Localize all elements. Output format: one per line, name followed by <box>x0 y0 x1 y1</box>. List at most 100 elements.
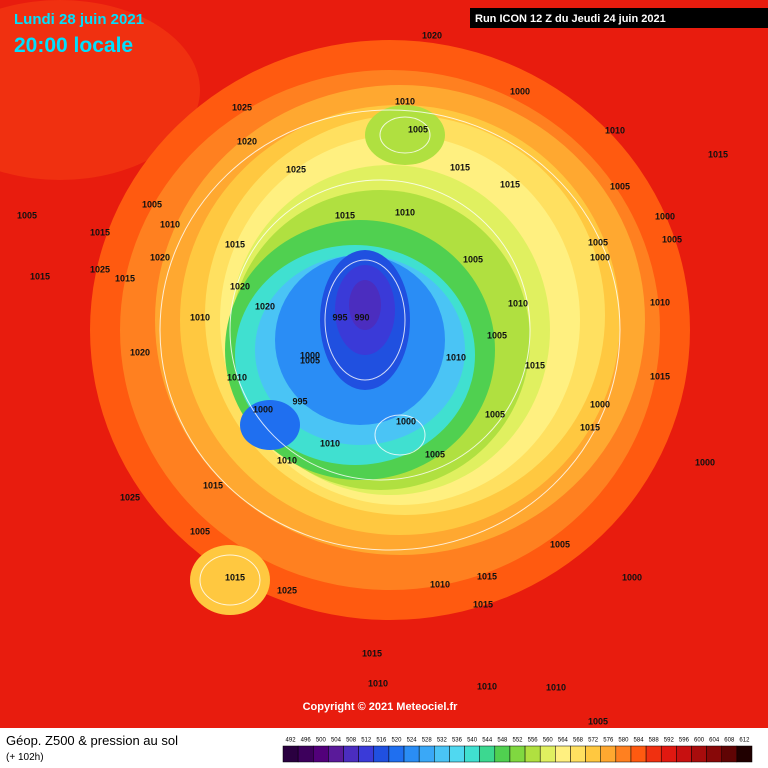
isobar-label: 1005 <box>487 330 507 340</box>
scale-swatch <box>282 745 299 763</box>
scale-swatch <box>328 745 344 763</box>
isobar-label: 1005 <box>550 539 570 549</box>
isobars <box>159 109 621 606</box>
isobar-label: 1010 <box>190 312 210 322</box>
isobar-label: 1000 <box>655 211 675 221</box>
scale-swatch <box>388 745 405 763</box>
scale-swatch <box>600 745 617 763</box>
isobar-label: 1005 <box>17 210 37 220</box>
isobar-label: 1005 <box>408 124 428 134</box>
scale-label: 576 <box>603 738 614 744</box>
isobar-label: 1010 <box>446 352 466 362</box>
isobar-label: 1015 <box>30 271 50 281</box>
isobar-label: 1000 <box>253 404 273 414</box>
run-box <box>470 8 768 28</box>
isobar-label: 1010 <box>368 678 388 688</box>
isobar-label: 1000 <box>396 416 416 426</box>
isobar-label: 1005 <box>610 181 630 191</box>
isobar-label: 1010 <box>430 579 450 589</box>
scale-swatch <box>721 745 738 763</box>
isobar-label: 1010 <box>320 438 340 448</box>
isobar-label: 1025 <box>277 585 297 595</box>
isobar-label: 1015 <box>708 149 728 159</box>
scale-swatch <box>676 745 692 763</box>
scale-swatch <box>555 745 571 763</box>
scale-swatch <box>645 745 662 763</box>
isobar-label: 1015 <box>477 571 497 581</box>
scale-label: 536 <box>452 738 463 744</box>
scale-label: 508 <box>346 738 357 744</box>
scale-swatch <box>494 745 511 763</box>
isobar-label: 1000 <box>590 252 610 262</box>
scale-label: 584 <box>634 738 645 744</box>
isobar-label: 1015 <box>335 210 355 220</box>
isobar-label: 1010 <box>477 681 497 691</box>
scale-swatch <box>479 745 496 763</box>
isobar-label: 1005 <box>463 254 483 264</box>
scale-label: 560 <box>543 738 554 744</box>
scale-label: 544 <box>482 738 493 744</box>
isobar-label: 1015 <box>115 273 135 283</box>
isobar-label: 1000 <box>510 86 530 96</box>
color-scale: 492 496 500 504 508 512 516 520 524 528 532 536 540 5… <box>282 738 753 763</box>
isobar-label: 1010 <box>546 682 566 692</box>
scale-swatch <box>297 745 314 763</box>
scale-swatch <box>343 745 359 763</box>
isobar-label: 1025 <box>232 102 252 112</box>
isobar-label: 1020 <box>422 30 442 40</box>
scale-label: 608 <box>724 738 735 744</box>
scale-label: 600 <box>694 738 705 744</box>
isobar-label: 1020 <box>230 281 250 291</box>
scale-swatch <box>585 745 601 763</box>
time-text: 20:00 locale <box>14 34 133 57</box>
scale-label: 580 <box>618 738 629 744</box>
scale-swatch <box>615 745 632 763</box>
scale-label: 500 <box>316 738 327 744</box>
isobar-label: 1015 <box>90 227 110 237</box>
isobar-label: 1010 <box>395 207 415 217</box>
isobar-label: 990 <box>354 312 369 322</box>
scale-swatch <box>464 745 480 763</box>
scale-label: 524 <box>407 738 418 744</box>
isobar-label: 1015 <box>525 360 545 370</box>
isobar-label: 1005 <box>300 355 320 365</box>
isobar-label: 1005 <box>485 409 505 419</box>
isobar-label: 1015 <box>650 371 670 381</box>
scale-label: 556 <box>528 738 539 744</box>
scale-swatch <box>449 745 465 763</box>
isobar-label: 1015 <box>225 239 245 249</box>
isobar-label: 995 <box>292 396 307 406</box>
scale-label: 516 <box>376 738 387 744</box>
scale-swatch <box>313 745 329 763</box>
isobar-label: 1015 <box>362 648 382 658</box>
scale-label: 512 <box>361 738 372 744</box>
isobar-label: 1015 <box>580 422 600 432</box>
scale-swatch <box>524 745 541 763</box>
isobar-label: 1000 <box>622 572 642 582</box>
isobar-label: 1015 <box>225 572 245 582</box>
footer-lead: (+ 102h) <box>6 752 44 763</box>
isobar-label: 995 <box>332 312 347 322</box>
run-text: Run ICON 12 Z du Jeudi 24 juin 2021 <box>475 13 666 25</box>
date-text: Lundi 28 juin 2021 <box>14 11 144 28</box>
isobar-label: 1005 <box>588 716 608 726</box>
isobar-label: 1010 <box>395 96 415 106</box>
scale-swatch <box>660 745 677 763</box>
isobar-label: 1010 <box>227 372 247 382</box>
isobar-label: 1005 <box>425 449 445 459</box>
scale-label: 540 <box>467 738 478 744</box>
isobar-label: 1000 <box>300 350 320 360</box>
isobar-label: 1005 <box>190 526 210 536</box>
scale-swatch <box>403 745 420 763</box>
scale-swatch <box>570 745 586 763</box>
isobar-label: 1025 <box>90 264 110 274</box>
scale-label: 596 <box>679 738 690 744</box>
isobar-label: 1005 <box>142 199 162 209</box>
isobar-label: 1025 <box>120 492 140 502</box>
isobar-label: 1015 <box>450 162 470 172</box>
scale-label: 564 <box>558 738 569 744</box>
scale-label: 604 <box>709 738 720 744</box>
scale-label: 532 <box>437 738 448 744</box>
